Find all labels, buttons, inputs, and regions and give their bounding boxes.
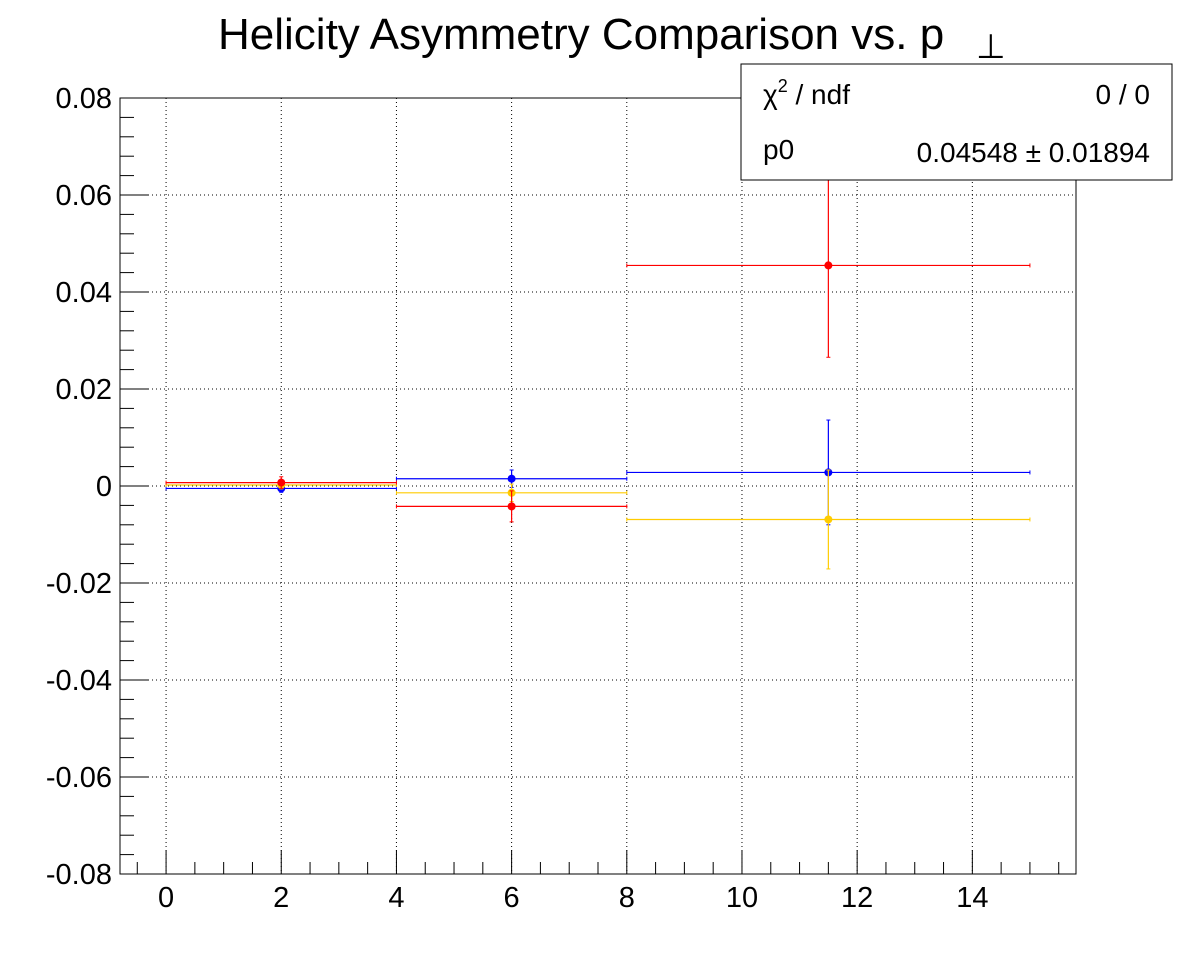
data-point: [507, 474, 516, 483]
data-point: [507, 502, 516, 511]
x-tick-label: 4: [388, 882, 404, 914]
axis-ticks: [120, 97, 1060, 875]
y-tick-label: 0: [96, 471, 112, 503]
x-tick-label: 10: [726, 882, 758, 914]
y-tick-label: 0.04: [56, 277, 112, 309]
y-tick-label: -0.06: [46, 762, 112, 794]
stats-box-frame: [740, 63, 1173, 181]
x-axis-tick-labels: 0 2 4 6 8 10 12 14: [158, 882, 988, 914]
y-tick-label: 0.08: [56, 83, 112, 115]
x-tick-label: 12: [841, 882, 873, 914]
y-tick-label: 0.06: [56, 180, 112, 212]
data-point: [824, 515, 833, 524]
fit-stats-box: χ2 / ndf 0 / 0 p0 0.04548 ± 0.01894: [740, 63, 1173, 181]
data-point: [824, 261, 833, 270]
stats-chi2-label: χ2 / ndf: [763, 76, 850, 110]
stats-chi2-value: 0 / 0: [1096, 79, 1150, 110]
x-tick-label: 2: [273, 882, 289, 914]
chart-title-subscript: ⊥: [976, 28, 1006, 66]
y-tick-label: -0.02: [46, 568, 112, 600]
y-tick-label: -0.08: [46, 859, 112, 891]
y-tick-label: -0.04: [46, 665, 112, 697]
data-series: [165, 173, 1031, 570]
x-tick-label: 0: [158, 882, 174, 914]
y-tick-label: 0.02: [56, 374, 112, 406]
x-tick-label: 14: [956, 882, 988, 914]
series-2: [165, 173, 1031, 523]
x-tick-label: 8: [619, 882, 635, 914]
stats-p0-label: p0: [763, 134, 794, 165]
chart-title: Helicity Asymmetry Comparison vs. p: [218, 10, 944, 59]
data-point: [277, 478, 286, 487]
y-axis-tick-labels: 0.08 0.06 0.04 0.02 0 -0.02 -0.04 -0.06 -0.08: [46, 83, 112, 891]
stats-p0-value: 0.04548 ± 0.01894: [917, 137, 1150, 168]
x-tick-label: 6: [504, 882, 520, 914]
